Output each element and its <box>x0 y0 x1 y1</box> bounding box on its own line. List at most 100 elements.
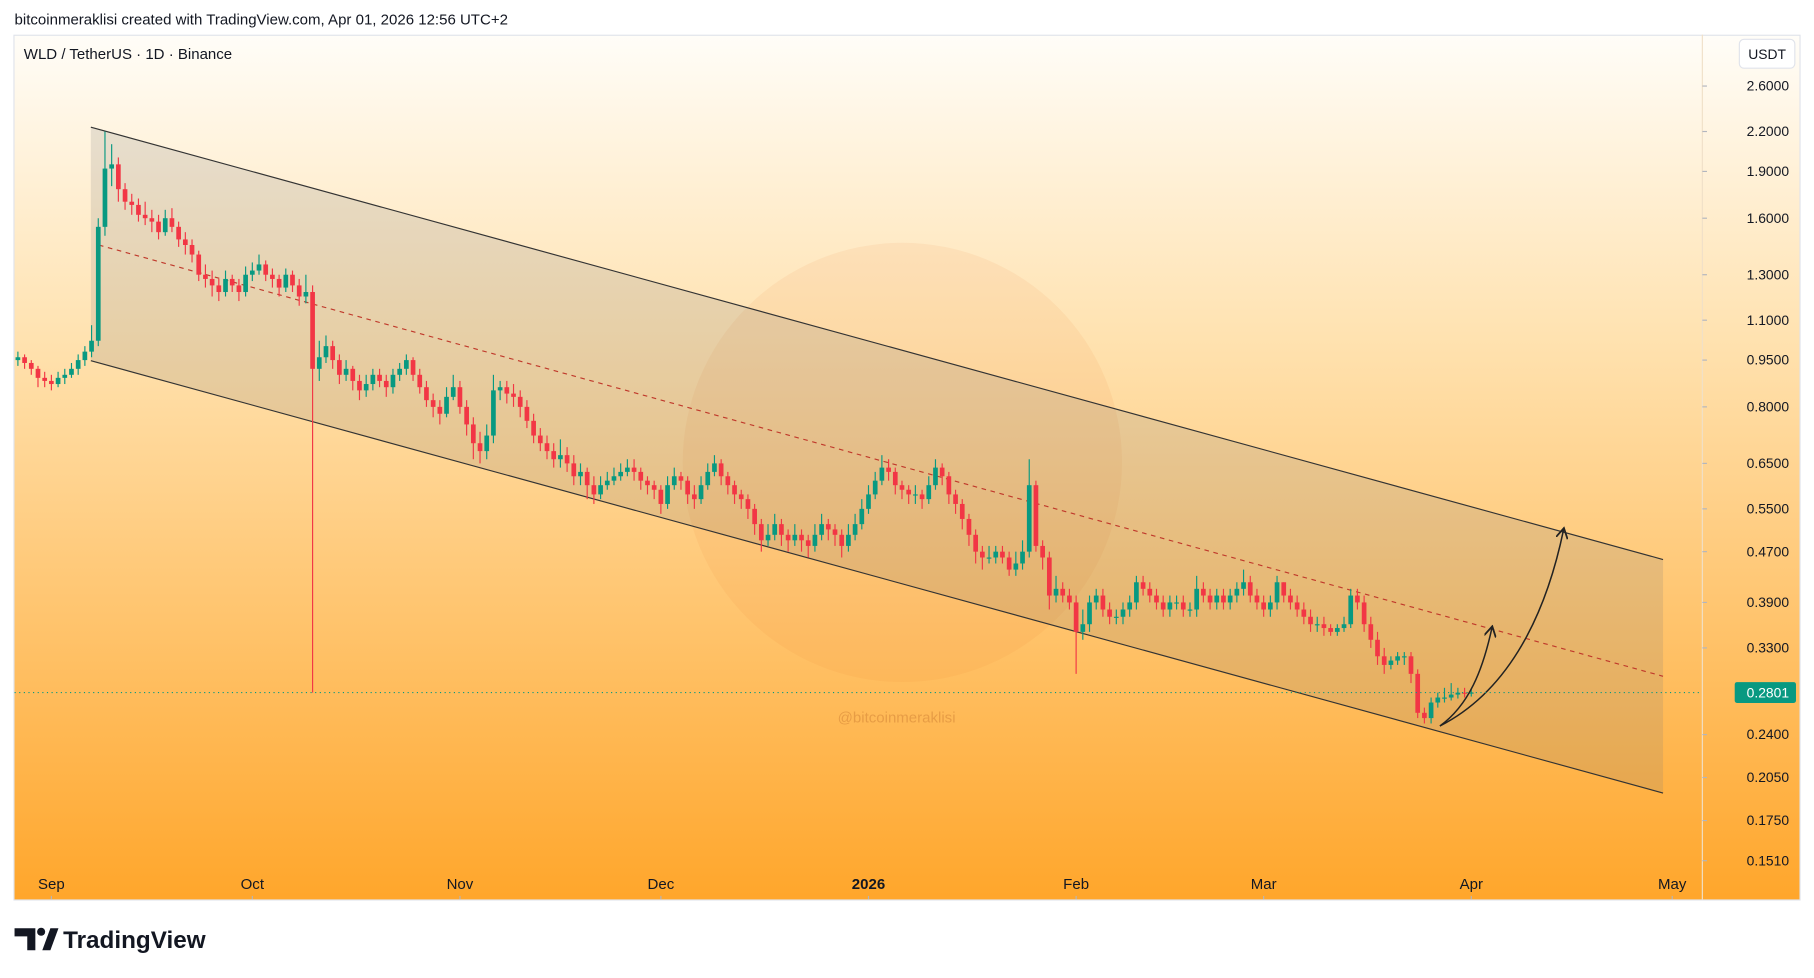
y-tick-label: 0.6500 <box>1747 455 1790 471</box>
candle-body <box>1274 582 1280 603</box>
brand-name: TradingView <box>63 927 206 954</box>
candle-body <box>337 360 342 375</box>
candle-body <box>980 551 985 558</box>
candle-body <box>390 374 396 388</box>
channel-midline <box>98 244 1664 677</box>
candle-body <box>1053 588 1059 596</box>
logo-mark <box>14 928 36 951</box>
candle-body <box>1422 712 1427 719</box>
candle-body <box>544 443 550 452</box>
candle-body <box>270 274 275 279</box>
candle-body <box>799 534 804 541</box>
candle-body <box>1221 595 1226 603</box>
candle-body <box>537 435 543 444</box>
candle-body <box>484 435 490 452</box>
y-tick-label: 0.1750 <box>1747 812 1790 828</box>
candle-body <box>457 387 463 407</box>
candle-body <box>156 221 161 233</box>
candle-body <box>805 540 811 546</box>
last-price-label: 0.2801 <box>1747 685 1790 701</box>
candle-body <box>323 346 329 358</box>
candle-body <box>926 485 932 500</box>
y-tick-label: 0.1510 <box>1747 852 1790 868</box>
y-tick-label: 2.6000 <box>1747 78 1790 94</box>
candle-body <box>772 524 778 535</box>
y-tick-label: 0.3300 <box>1747 640 1790 656</box>
watermark-text: @bitcoinmeraklisi <box>838 710 956 727</box>
candle-body <box>792 534 798 541</box>
candle-body <box>1201 588 1206 596</box>
candle-body <box>417 374 423 388</box>
currency-box[interactable] <box>1738 38 1796 69</box>
candle-body <box>511 393 516 397</box>
candle-body <box>1067 595 1072 603</box>
x-tick-label: Dec <box>648 876 675 893</box>
candle-body <box>1107 609 1112 617</box>
candle-body <box>330 346 336 361</box>
candle-body <box>899 485 905 490</box>
x-tick-label: May <box>1658 876 1687 893</box>
candle-body <box>598 485 603 495</box>
candle-body <box>765 534 771 541</box>
candle-body <box>973 534 978 552</box>
candle-body <box>986 557 992 559</box>
candle-body <box>1080 624 1086 632</box>
candle-body <box>296 285 302 297</box>
candle-body <box>142 214 148 219</box>
candle-body <box>15 357 21 361</box>
candle-body <box>1301 609 1307 617</box>
candle-body <box>1341 624 1347 629</box>
candle-body <box>1334 628 1340 632</box>
candle-body <box>444 396 449 414</box>
candle-body <box>383 380 389 388</box>
candle-body <box>665 485 670 504</box>
candle-body <box>692 494 697 500</box>
candle-body <box>464 406 469 425</box>
x-tick-label: Apr <box>1460 876 1483 893</box>
candle-body <box>276 278 282 288</box>
candle-body <box>1073 602 1079 632</box>
y-tick-label: 0.8000 <box>1747 398 1790 414</box>
candle-body <box>102 168 108 227</box>
candle-body <box>1355 595 1360 603</box>
candle-body <box>939 467 945 477</box>
brand-logo: TradingView <box>14 927 206 954</box>
channel-lower <box>90 360 1664 794</box>
y-tick-label: 1.3000 <box>1747 266 1790 282</box>
candle-body <box>1321 624 1327 629</box>
candle-body <box>229 278 235 286</box>
candle-body <box>678 476 684 481</box>
candle-body <box>122 189 128 202</box>
candle-body <box>236 285 242 293</box>
candle-body <box>558 455 563 460</box>
candle-body <box>671 476 677 486</box>
candle-body <box>109 164 115 169</box>
candle-body <box>812 534 818 546</box>
candle-body <box>551 451 557 460</box>
candle-body <box>116 164 121 190</box>
candle-body <box>832 529 838 535</box>
candle-body <box>825 524 831 530</box>
candle-body <box>55 377 61 385</box>
candle-body <box>377 374 382 381</box>
candle-body <box>779 524 784 535</box>
candle-body <box>283 274 289 288</box>
candle-body <box>819 524 824 535</box>
candle-body <box>785 534 791 541</box>
candle-body <box>1040 545 1045 558</box>
candles <box>15 131 1474 724</box>
candle-body <box>1268 602 1273 610</box>
plot-background <box>13 34 1801 901</box>
candle-body <box>1261 602 1266 610</box>
candle-body <box>1247 582 1253 596</box>
y-tick-label: 0.9500 <box>1747 352 1790 368</box>
logo-mark <box>42 928 59 951</box>
x-tick-label: Nov <box>447 876 474 893</box>
candle-body <box>866 494 871 509</box>
candle-body <box>1207 595 1213 603</box>
candle-body <box>1442 697 1447 699</box>
candle-body <box>1154 595 1159 603</box>
candle-body <box>22 357 27 363</box>
candle-body <box>370 374 376 385</box>
